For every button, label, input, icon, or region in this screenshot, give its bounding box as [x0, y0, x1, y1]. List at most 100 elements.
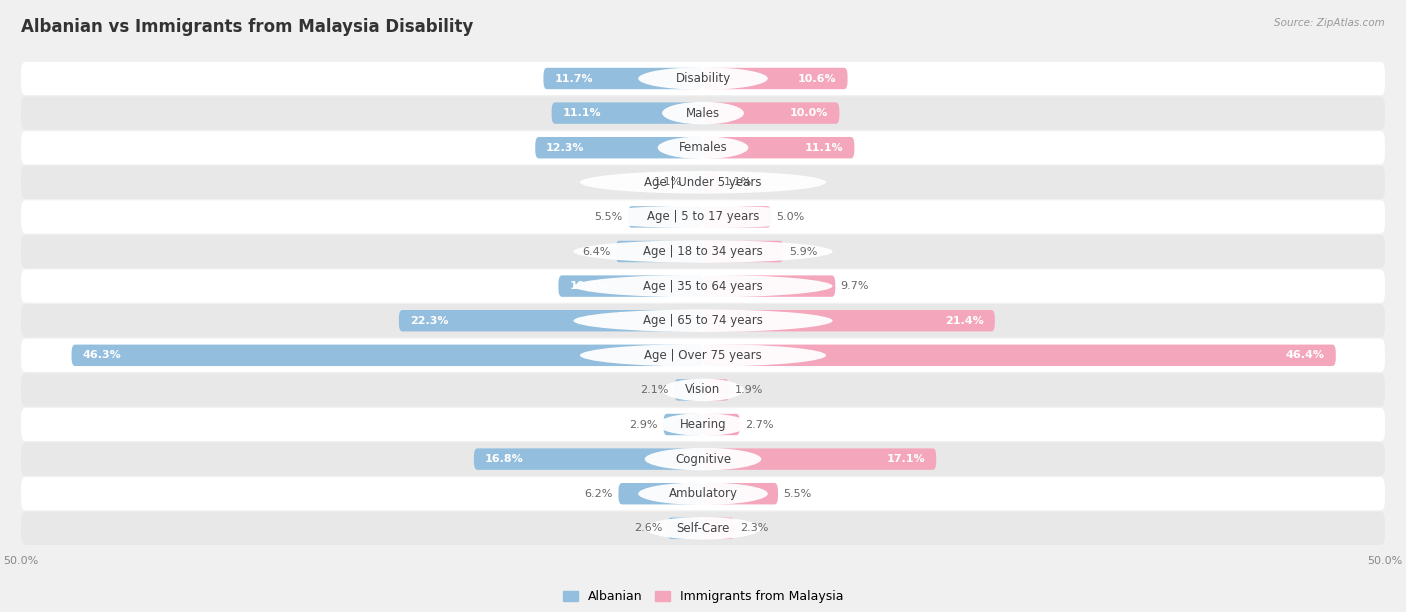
- Text: 16.8%: 16.8%: [485, 454, 523, 464]
- FancyBboxPatch shape: [668, 518, 703, 539]
- FancyBboxPatch shape: [21, 235, 1385, 268]
- Text: Age | 18 to 34 years: Age | 18 to 34 years: [643, 245, 763, 258]
- Text: 2.9%: 2.9%: [630, 419, 658, 430]
- FancyBboxPatch shape: [399, 310, 703, 332]
- Legend: Albanian, Immigrants from Malaysia: Albanian, Immigrants from Malaysia: [562, 591, 844, 603]
- Text: 6.2%: 6.2%: [585, 489, 613, 499]
- Text: Age | Over 75 years: Age | Over 75 years: [644, 349, 762, 362]
- FancyBboxPatch shape: [703, 171, 718, 193]
- Text: 5.5%: 5.5%: [595, 212, 623, 222]
- Ellipse shape: [579, 206, 827, 228]
- FancyBboxPatch shape: [21, 408, 1385, 441]
- Text: 10.0%: 10.0%: [790, 108, 828, 118]
- Text: Age | 5 to 17 years: Age | 5 to 17 years: [647, 211, 759, 223]
- Text: Age | 65 to 74 years: Age | 65 to 74 years: [643, 314, 763, 327]
- Text: 2.6%: 2.6%: [634, 523, 662, 533]
- Ellipse shape: [638, 67, 768, 90]
- FancyBboxPatch shape: [688, 171, 703, 193]
- FancyBboxPatch shape: [21, 97, 1385, 130]
- Text: 46.4%: 46.4%: [1286, 350, 1324, 360]
- Text: 11.1%: 11.1%: [804, 143, 844, 153]
- Text: Age | Under 5 years: Age | Under 5 years: [644, 176, 762, 189]
- FancyBboxPatch shape: [21, 200, 1385, 234]
- FancyBboxPatch shape: [21, 131, 1385, 164]
- Ellipse shape: [645, 448, 761, 471]
- Ellipse shape: [574, 275, 832, 297]
- Text: 5.9%: 5.9%: [789, 247, 817, 256]
- FancyBboxPatch shape: [664, 414, 703, 435]
- Text: 1.9%: 1.9%: [734, 385, 762, 395]
- Ellipse shape: [574, 241, 832, 263]
- Ellipse shape: [658, 136, 748, 159]
- FancyBboxPatch shape: [21, 62, 1385, 95]
- FancyBboxPatch shape: [703, 102, 839, 124]
- Text: 12.3%: 12.3%: [546, 143, 585, 153]
- Text: 1.1%: 1.1%: [724, 177, 752, 187]
- Ellipse shape: [579, 171, 827, 193]
- Text: Age | 35 to 64 years: Age | 35 to 64 years: [643, 280, 763, 293]
- Ellipse shape: [645, 517, 761, 540]
- FancyBboxPatch shape: [703, 483, 778, 504]
- FancyBboxPatch shape: [703, 310, 995, 332]
- FancyBboxPatch shape: [21, 166, 1385, 199]
- FancyBboxPatch shape: [21, 477, 1385, 510]
- Text: Vision: Vision: [685, 383, 721, 397]
- FancyBboxPatch shape: [703, 518, 734, 539]
- Ellipse shape: [662, 102, 744, 124]
- Text: 22.3%: 22.3%: [409, 316, 449, 326]
- FancyBboxPatch shape: [21, 269, 1385, 303]
- Ellipse shape: [579, 344, 827, 367]
- Text: Males: Males: [686, 106, 720, 119]
- FancyBboxPatch shape: [703, 345, 1336, 366]
- FancyBboxPatch shape: [703, 241, 783, 262]
- Text: 46.3%: 46.3%: [83, 350, 121, 360]
- FancyBboxPatch shape: [21, 512, 1385, 545]
- FancyBboxPatch shape: [558, 275, 703, 297]
- FancyBboxPatch shape: [703, 137, 855, 159]
- Text: 5.0%: 5.0%: [776, 212, 804, 222]
- FancyBboxPatch shape: [703, 449, 936, 470]
- Text: Source: ZipAtlas.com: Source: ZipAtlas.com: [1274, 18, 1385, 28]
- Text: 11.1%: 11.1%: [562, 108, 602, 118]
- FancyBboxPatch shape: [536, 137, 703, 159]
- FancyBboxPatch shape: [703, 206, 772, 228]
- Text: Females: Females: [679, 141, 727, 154]
- Text: 17.1%: 17.1%: [887, 454, 925, 464]
- FancyBboxPatch shape: [619, 483, 703, 504]
- Text: Self-Care: Self-Care: [676, 522, 730, 535]
- FancyBboxPatch shape: [616, 241, 703, 262]
- FancyBboxPatch shape: [21, 373, 1385, 406]
- FancyBboxPatch shape: [703, 379, 728, 401]
- Ellipse shape: [574, 310, 832, 332]
- FancyBboxPatch shape: [72, 345, 703, 366]
- Text: 10.6%: 10.6%: [569, 281, 607, 291]
- Text: 6.4%: 6.4%: [582, 247, 610, 256]
- Text: 2.3%: 2.3%: [740, 523, 768, 533]
- Text: 1.1%: 1.1%: [654, 177, 682, 187]
- Text: Ambulatory: Ambulatory: [668, 487, 738, 500]
- Text: Disability: Disability: [675, 72, 731, 85]
- FancyBboxPatch shape: [21, 442, 1385, 476]
- Ellipse shape: [638, 482, 768, 505]
- FancyBboxPatch shape: [474, 449, 703, 470]
- Text: 5.5%: 5.5%: [783, 489, 811, 499]
- FancyBboxPatch shape: [703, 68, 848, 89]
- Text: 11.7%: 11.7%: [554, 73, 593, 83]
- Ellipse shape: [658, 413, 748, 436]
- Text: Cognitive: Cognitive: [675, 453, 731, 466]
- FancyBboxPatch shape: [703, 275, 835, 297]
- FancyBboxPatch shape: [703, 414, 740, 435]
- FancyBboxPatch shape: [544, 68, 703, 89]
- FancyBboxPatch shape: [675, 379, 703, 401]
- Text: 9.7%: 9.7%: [841, 281, 869, 291]
- Text: 2.1%: 2.1%: [641, 385, 669, 395]
- Ellipse shape: [662, 379, 744, 401]
- FancyBboxPatch shape: [21, 338, 1385, 372]
- Text: 21.4%: 21.4%: [945, 316, 984, 326]
- Text: Hearing: Hearing: [679, 418, 727, 431]
- FancyBboxPatch shape: [21, 304, 1385, 337]
- Text: 2.7%: 2.7%: [745, 419, 773, 430]
- FancyBboxPatch shape: [628, 206, 703, 228]
- FancyBboxPatch shape: [551, 102, 703, 124]
- Text: 10.6%: 10.6%: [799, 73, 837, 83]
